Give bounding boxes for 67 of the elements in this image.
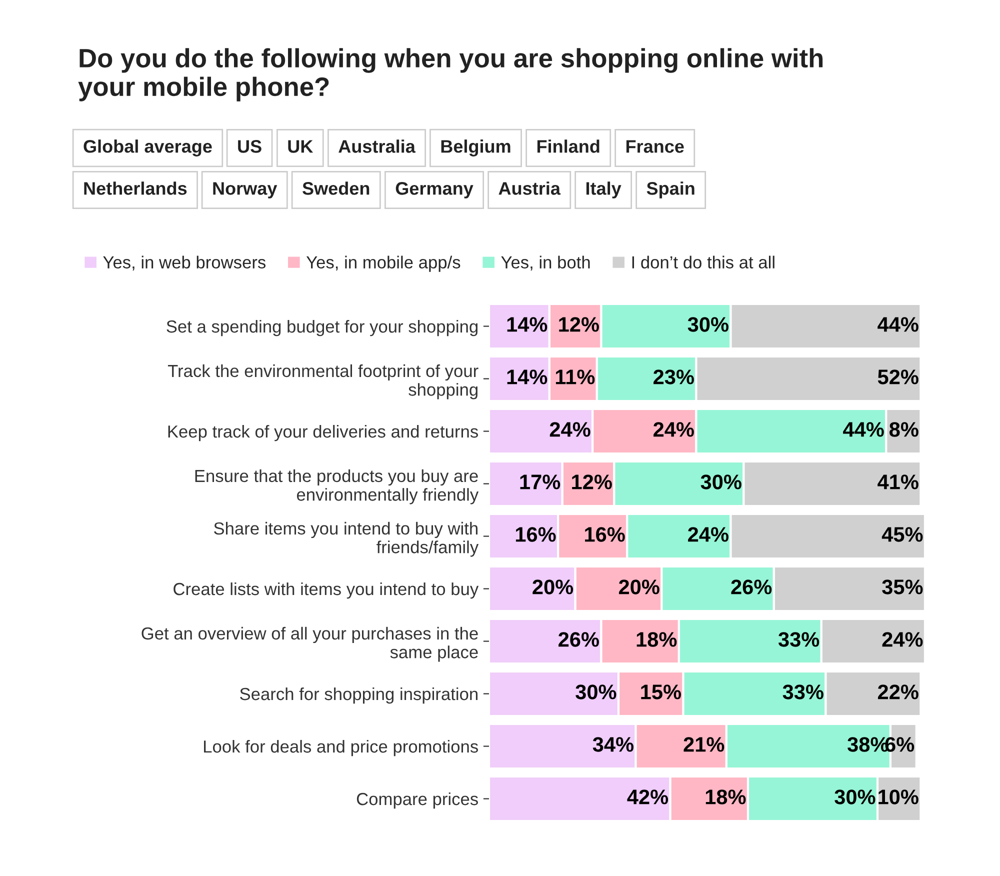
legend-label: Yes, in web browsers (103, 256, 266, 271)
data-label: 44% (878, 317, 918, 332)
y-tick-label: Share items you intend to buy with friends/family (214, 522, 479, 557)
text: Germany (396, 182, 474, 198)
chart-title: Do you do the following when you are shopping online with your mobile phone? (78, 48, 823, 102)
text: Norway (213, 182, 278, 198)
y-tick-label: Ensure that the products you buy are environmentally friendly (195, 469, 479, 504)
data-label: 10% (878, 790, 918, 804)
data-label: 16% (516, 527, 556, 542)
text: Finland (537, 140, 600, 153)
data-label: 12% (559, 317, 599, 332)
data-label: 24% (688, 527, 728, 542)
data-label: 20% (532, 580, 574, 594)
data-label: 18% (636, 632, 677, 647)
data-label: 18% (706, 790, 746, 804)
data-label: 34% (592, 737, 634, 752)
data-label: 30% (576, 684, 616, 700)
text: Sweden (302, 182, 370, 195)
text: Austria (498, 182, 561, 195)
data-label: 8% (890, 422, 918, 437)
y-tick-label: Create lists with items you intend to buy (174, 582, 479, 599)
data-label: 33% (778, 632, 820, 647)
text: Spain (646, 182, 694, 198)
y-tick-label: Get an overview of all your purchases in the same place (142, 626, 478, 662)
text: Belgium (441, 140, 510, 156)
data-label: 35% (882, 580, 923, 594)
data-label: 42% (627, 790, 668, 804)
data-label: 30% (700, 474, 742, 490)
y-tick-label: Compare prices (356, 792, 478, 809)
data-label: 16% (585, 527, 625, 542)
data-label: 41% (878, 474, 918, 490)
y-tick-label: Set a spending budget for your shopping (166, 320, 478, 336)
text: Global average (84, 140, 212, 156)
data-label: 26% (558, 632, 599, 647)
text: UK (288, 140, 314, 153)
legend-label: Yes, in both (501, 256, 590, 271)
text: US (238, 140, 262, 153)
data-label: 20% (618, 580, 660, 594)
data-label: 12% (572, 474, 612, 490)
text: Italy (586, 182, 622, 198)
data-label: 15% (641, 684, 681, 700)
data-label: 26% (731, 580, 772, 594)
data-label: 52% (878, 370, 918, 384)
data-label: 30% (834, 790, 876, 804)
data-label: 23% (654, 370, 694, 384)
data-label: 24% (550, 422, 590, 437)
y-tick-label: Keep track of your deliveries and returns (168, 424, 478, 442)
y-tick-label: Look for deals and price promotions (204, 740, 478, 756)
data-label: 14% (507, 317, 548, 332)
data-label: 33% (782, 684, 824, 700)
data-label: 45% (882, 527, 923, 542)
text: France (626, 140, 684, 153)
data-label: 22% (878, 684, 918, 700)
data-label: 24% (882, 632, 923, 647)
data-label: 24% (654, 422, 694, 437)
data-label: 17% (520, 474, 560, 490)
y-tick-label: Search for shopping inspiration (240, 687, 478, 704)
data-label: 21% (684, 737, 724, 752)
data-label: 30% (688, 317, 728, 332)
legend-label: Yes, in mobile app/s (306, 256, 460, 272)
data-label: 11% (556, 370, 595, 384)
y-tick-label: Track the environmental footprint of your shopping (168, 364, 478, 400)
legend-label: I don’t do this at all (632, 256, 774, 268)
text: Australia (338, 140, 416, 153)
data-label: 14% (507, 370, 548, 384)
data-label: 44% (843, 422, 884, 437)
text: Netherlands (84, 182, 187, 195)
